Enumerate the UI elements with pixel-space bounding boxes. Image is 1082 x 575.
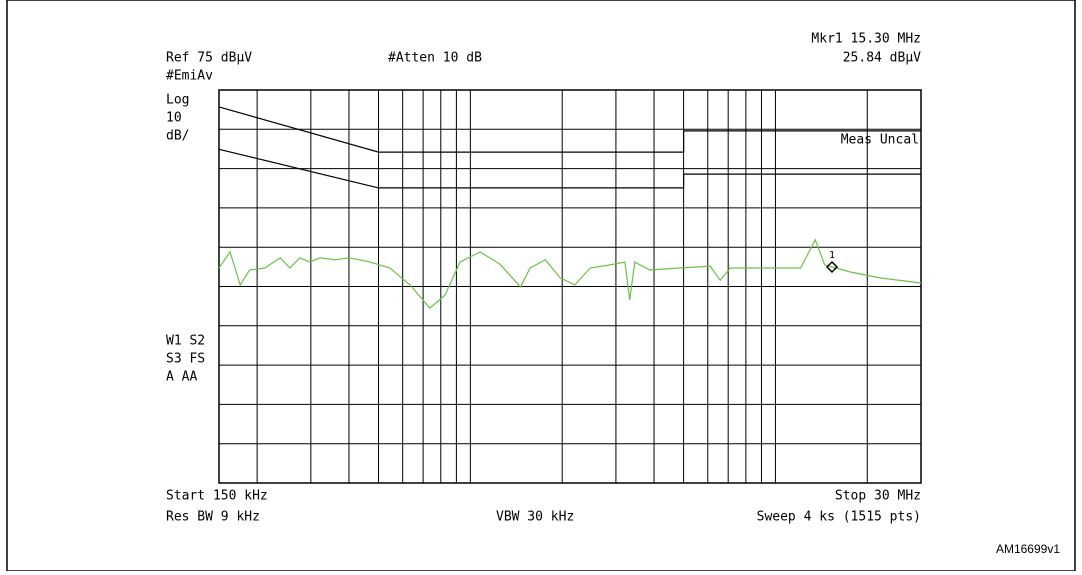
attenuation: #Atten 10 dB: [388, 51, 482, 66]
trace: [218, 148, 921, 189]
trace: [218, 106, 921, 153]
frame: [6, 0, 1076, 572]
scale: 10: [166, 111, 182, 126]
sweep: Sweep 4 ks (1515 pts): [757, 510, 921, 525]
vbw: VBW 30 kHz: [496, 510, 574, 525]
rbw: Res BW 9 kHz: [166, 510, 260, 525]
marker-level: 25.84 dBµV: [843, 51, 921, 66]
meas-uncal: Meas Uncal: [841, 133, 919, 148]
detector: #EmiAv: [166, 69, 213, 84]
scale: Log: [166, 93, 189, 108]
marker-id: 1: [829, 250, 835, 261]
trace: [218, 238, 922, 309]
figure-id: AM16699v1: [996, 542, 1060, 556]
status: S3 FS: [166, 352, 205, 367]
start-freq: Start 150 kHz: [166, 489, 268, 504]
stop-freq: Stop 30 MHz: [835, 489, 921, 504]
scale: dB/: [166, 129, 189, 144]
status: A AA: [166, 370, 197, 385]
marker-freq: Mkr1 15.30 MHz: [811, 32, 921, 47]
status: W1 S2: [166, 334, 205, 349]
ref-level: Ref 75 dBµV: [166, 51, 252, 66]
marker: [825, 260, 839, 274]
